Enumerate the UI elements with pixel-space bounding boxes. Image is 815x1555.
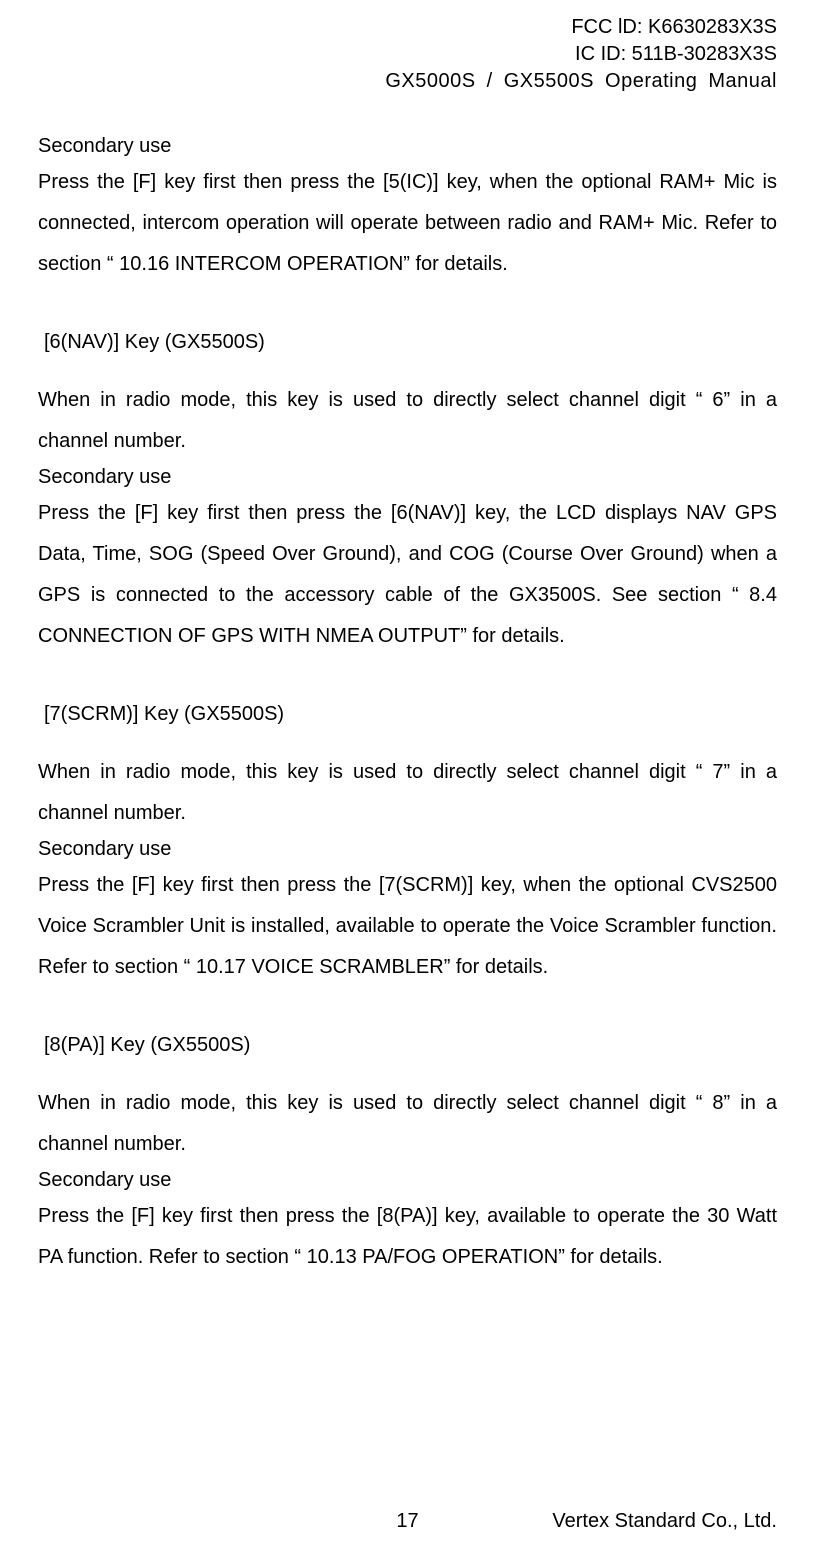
page-body: Secondary use Press the [F] key first th… bbox=[38, 131, 777, 1278]
page-header: FCC lD: K6630283X3S IC ID: 511B-30283X3S… bbox=[38, 14, 777, 95]
fcc-id-line: FCC lD: K6630283X3S bbox=[38, 14, 777, 41]
manual-title: GX5000S / GX5500S Operating Manual bbox=[38, 68, 777, 95]
page: FCC lD: K6630283X3S IC ID: 511B-30283X3S… bbox=[0, 0, 815, 1555]
page-number: 17 bbox=[38, 1510, 777, 1533]
key-heading-7scrm: [7(SCRM)] Key (GX5500S) bbox=[44, 699, 777, 730]
secondary-use-label: Secondary use bbox=[38, 462, 777, 493]
primary-use-text: When in radio mode, this key is used to … bbox=[38, 752, 777, 834]
key-heading-6nav: [6(NAV)] Key (GX5500S) bbox=[44, 327, 777, 358]
secondary-use-label: Secondary use bbox=[38, 131, 777, 162]
secondary-use-text: Press the [F] key first then press the [… bbox=[38, 865, 777, 988]
secondary-use-label: Secondary use bbox=[38, 1165, 777, 1196]
secondary-use-text: Press the [F] key first then press the [… bbox=[38, 493, 777, 657]
key-heading-8pa: [8(PA)] Key (GX5500S) bbox=[44, 1030, 777, 1061]
secondary-use-label: Secondary use bbox=[38, 834, 777, 865]
secondary-use-text: Press the [F] key first then press the [… bbox=[38, 162, 777, 285]
page-footer: 17 Vertex Standard Co., Ltd. bbox=[38, 1510, 777, 1533]
primary-use-text: When in radio mode, this key is used to … bbox=[38, 1083, 777, 1165]
secondary-use-text: Press the [F] key first then press the [… bbox=[38, 1196, 777, 1278]
ic-id-line: IC ID: 511B-30283X3S bbox=[38, 41, 777, 68]
primary-use-text: When in radio mode, this key is used to … bbox=[38, 380, 777, 462]
